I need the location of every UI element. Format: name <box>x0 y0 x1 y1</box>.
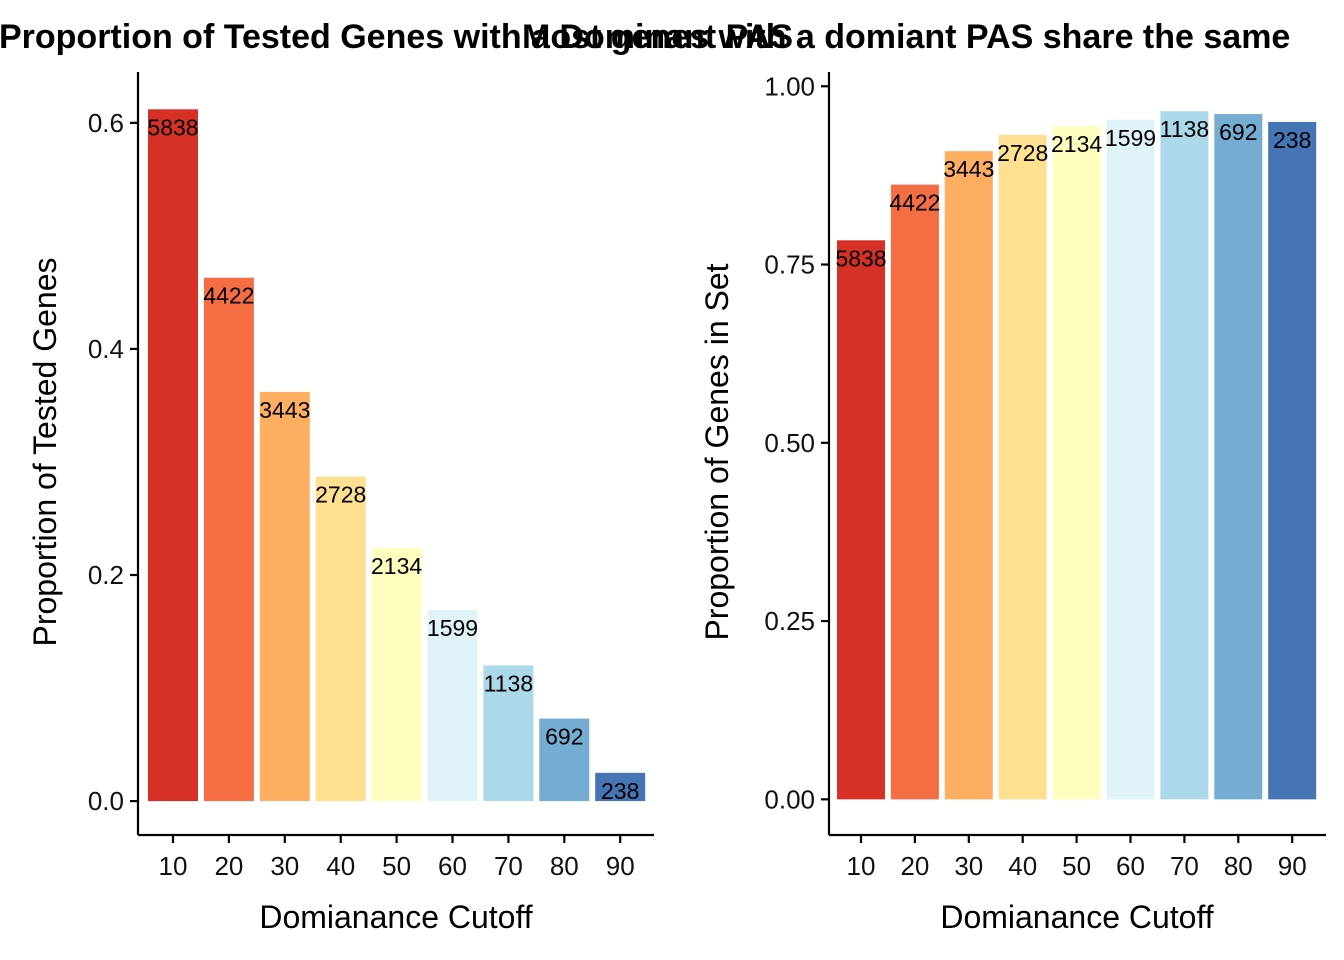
left-bar-20 <box>203 277 254 802</box>
left-chart-bar-labels: 5838 4422 3443 2728 2134 1599 1138 692 238 <box>147 114 639 804</box>
left-bar-60 <box>427 610 478 802</box>
right-x-tick-label: 30 <box>954 851 983 881</box>
right-bar-label-70: 1138 <box>1160 116 1209 142</box>
left-bar-label-60: 1599 <box>427 615 478 641</box>
right-x-tick-label: 20 <box>900 851 929 881</box>
right-bar-label-50: 2134 <box>1051 131 1102 157</box>
right-x-tick-label: 50 <box>1062 851 1091 881</box>
left-bar-label-80: 692 <box>545 724 583 750</box>
left-y-tick-label: 0.0 <box>88 786 124 816</box>
left-bar-10 <box>148 109 198 802</box>
right-x-tick-label: 10 <box>847 851 876 881</box>
left-x-tick-label: 50 <box>382 851 411 881</box>
left-y-tick-label: 0.6 <box>88 108 124 138</box>
left-chart-title: Proportion of Tested Genes with a Domina… <box>0 18 793 56</box>
left-bar-label-70: 1138 <box>484 670 533 696</box>
right-bar-60 <box>1106 119 1155 800</box>
left-bar-label-30: 3443 <box>259 397 310 423</box>
right-bar-20 <box>890 184 939 800</box>
left-y-tick-label: 0.2 <box>88 560 124 590</box>
left-bar-90 <box>595 772 646 802</box>
left-bar-label-20: 4422 <box>203 283 254 309</box>
left-bar-70 <box>483 665 534 802</box>
left-x-tick-label: 80 <box>550 851 579 881</box>
left-chart-x-axis: 10 20 30 40 50 60 70 80 90 <box>138 833 654 881</box>
right-chart-y-axis-title: Proportion of Genes in Set <box>699 263 735 640</box>
left-x-tick-label: 40 <box>326 851 355 881</box>
left-bar-label-10: 5838 <box>147 114 198 140</box>
left-x-tick-label: 70 <box>494 851 523 881</box>
right-bar-label-90: 238 <box>1273 127 1311 153</box>
left-bar-label-50: 2134 <box>371 553 422 579</box>
right-chart-title: Most genes with a domiant PAS share the … <box>522 18 1290 56</box>
left-x-tick-label: 10 <box>159 851 188 881</box>
right-bar-40 <box>998 134 1047 800</box>
right-chart-x-axis: 10 20 30 40 50 60 70 80 90 <box>829 833 1326 881</box>
right-chart-bars <box>837 111 1317 800</box>
right-bar-label-10: 5838 <box>835 245 886 271</box>
right-bar-80 <box>1214 114 1263 800</box>
right-chart-y-axis: 0.00 0.25 0.50 0.75 1.00 <box>764 71 831 835</box>
right-bar-10 <box>837 240 885 800</box>
left-x-tick-label: 90 <box>606 851 635 881</box>
right-bar-90 <box>1268 121 1317 800</box>
right-bar-30 <box>944 151 993 800</box>
right-x-tick-label: 40 <box>1008 851 1037 881</box>
left-chart-bars <box>148 109 646 802</box>
left-chart-x-axis-title: Domianance Cutoff <box>259 899 532 935</box>
left-bar-30 <box>259 391 310 802</box>
right-bar-label-80: 692 <box>1219 119 1257 145</box>
right-x-tick-label: 80 <box>1224 851 1253 881</box>
left-x-tick-label: 30 <box>270 851 299 881</box>
left-bar-label-90: 238 <box>601 778 639 804</box>
right-y-tick-label: 0.00 <box>764 784 815 814</box>
right-y-tick-label: 0.50 <box>764 428 815 458</box>
right-x-tick-label: 90 <box>1278 851 1307 881</box>
right-bar-label-20: 4422 <box>889 190 940 216</box>
right-bar-label-60: 1599 <box>1105 125 1156 151</box>
right-chart-x-axis-title: Domianance Cutoff <box>940 899 1213 935</box>
left-bar-50 <box>371 547 422 802</box>
right-y-tick-label: 0.75 <box>764 250 815 280</box>
left-y-tick-label: 0.4 <box>88 334 124 364</box>
left-chart-panel: Proportion of Tested Genes with a Domina… <box>0 18 793 935</box>
right-x-tick-label: 70 <box>1170 851 1199 881</box>
right-y-tick-label: 1.00 <box>764 71 815 101</box>
left-chart-y-axis: 0.0 0.2 0.4 0.6 <box>88 72 140 835</box>
left-chart-y-axis-title: Proportion of Tested Genes <box>27 258 63 647</box>
right-y-tick-label: 0.25 <box>764 606 815 636</box>
right-bar-50 <box>1052 126 1101 800</box>
left-bar-80 <box>539 718 590 802</box>
right-chart-panel: Most genes with a domiant PAS share the … <box>522 18 1326 935</box>
left-x-tick-label: 20 <box>214 851 243 881</box>
left-bar-label-40: 2728 <box>315 482 366 508</box>
right-bar-label-30: 3443 <box>943 156 994 182</box>
left-bar-40 <box>315 476 366 802</box>
right-x-tick-label: 60 <box>1116 851 1145 881</box>
right-bar-70 <box>1160 111 1209 800</box>
right-bar-label-40: 2728 <box>997 140 1048 166</box>
left-x-tick-label: 60 <box>438 851 467 881</box>
